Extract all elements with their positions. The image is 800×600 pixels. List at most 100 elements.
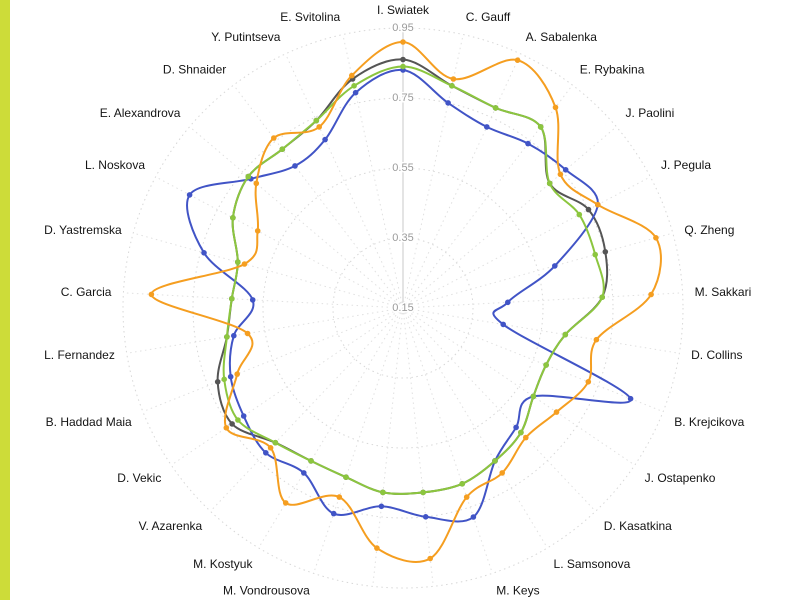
data-point-marker [505, 299, 511, 306]
data-point-marker [223, 425, 230, 431]
data-point-marker [235, 417, 241, 423]
data-point-marker [543, 362, 549, 368]
data-point-marker [562, 331, 569, 338]
radial-tick-label: 0.15 [392, 302, 413, 314]
data-point-marker [449, 83, 455, 89]
data-point-marker [627, 395, 634, 402]
category-label: L. Fernandez [44, 348, 115, 362]
data-point-marker [244, 330, 251, 337]
data-point-marker [241, 261, 248, 267]
category-label: A. Kalinskaya [335, 597, 408, 600]
data-point-marker [525, 140, 531, 147]
data-point-marker [301, 470, 307, 476]
data-point-marker [336, 494, 343, 500]
category-labels: I. Swiatek C. Gauff A. Sabalenka E. Rybakin… [44, 3, 751, 600]
category-label: E. Svitolina [280, 10, 340, 24]
category-label: J. Ostapenko [645, 471, 716, 485]
data-point-marker [450, 76, 457, 82]
radial-value-axis: 0.15 0.35 0.55 0.75 0.95 [391, 21, 415, 316]
category-label: B. Haddad Maia [46, 415, 132, 429]
data-point-marker [235, 259, 241, 265]
category-label: V. Azarenka [139, 519, 203, 533]
data-point-marker [500, 321, 507, 328]
data-point-marker [186, 192, 193, 198]
data-point-marker [499, 470, 506, 476]
data-point-marker [343, 474, 349, 481]
data-point-marker [470, 514, 477, 520]
category-label: A. Sabalenka [526, 30, 598, 44]
data-point-marker [322, 136, 328, 143]
category-label: M. Keys [496, 584, 539, 598]
data-point-marker [585, 206, 592, 213]
data-point-marker [557, 171, 564, 178]
category-label: D. Kasatkina [604, 519, 672, 533]
data-point-marker [229, 295, 235, 302]
category-label: E. Alexandrova [100, 106, 181, 120]
category-label: I. Swiatek [377, 3, 430, 17]
data-point-marker [221, 376, 227, 383]
category-label: D. Collins [691, 348, 742, 362]
category-label: M. Sakkari [695, 285, 752, 299]
data-point-marker [585, 379, 592, 385]
data-point-marker [400, 56, 406, 63]
data-point-marker [224, 334, 230, 340]
data-point-marker [313, 117, 320, 124]
data-point-marker [349, 72, 355, 79]
data-point-marker [562, 167, 569, 173]
category-label: E. Rybakina [580, 63, 645, 77]
data-point-marker [546, 180, 553, 187]
data-point-marker [380, 489, 386, 496]
data-point-marker [227, 373, 234, 380]
radial-tick-label: 0.95 [392, 22, 413, 34]
data-point-marker [400, 39, 406, 45]
data-point-marker [552, 263, 558, 269]
data-point-marker [245, 173, 252, 180]
data-point-marker [463, 494, 470, 500]
data-point-marker [148, 291, 155, 298]
category-label: L. Samsonova [554, 557, 631, 571]
data-point-marker [595, 201, 601, 208]
data-point-marker [492, 105, 499, 111]
data-point-marker [271, 135, 277, 141]
data-point-marker [514, 57, 521, 63]
data-point-marker [576, 211, 583, 218]
data-point-marker [492, 458, 498, 464]
data-point-marker [272, 439, 279, 446]
category-label: Y. Putintseva [211, 30, 280, 44]
data-point-marker [602, 249, 609, 255]
data-point-marker [422, 514, 429, 520]
data-point-marker [351, 83, 357, 89]
category-label: Q. Zheng [684, 223, 734, 237]
data-point-marker [240, 413, 247, 419]
category-label: J. Pegula [661, 158, 711, 172]
category-label: L. Noskova [85, 158, 145, 172]
data-point-marker [229, 421, 235, 427]
data-point-marker [330, 510, 337, 517]
grid-rings [122, 27, 684, 589]
data-point-marker [592, 251, 598, 258]
data-point-marker [267, 445, 274, 451]
accent-bar [0, 0, 10, 600]
category-label: D. Vekic [117, 471, 161, 485]
series-dark [214, 56, 609, 496]
data-point-marker [553, 409, 560, 415]
data-point-marker [254, 228, 261, 234]
data-point-marker [459, 481, 466, 487]
data-point-marker [214, 379, 221, 385]
category-label: E. Navarro [406, 597, 464, 600]
series-orange [148, 39, 662, 563]
data-point-marker [427, 555, 434, 562]
data-point-marker [513, 424, 519, 431]
category-label: B. Krejcikova [674, 415, 744, 429]
axis-spokes [123, 28, 683, 587]
data-point-marker [484, 124, 490, 130]
data-point-marker [593, 336, 600, 343]
data-point-marker [445, 100, 451, 106]
data-point-marker [400, 63, 406, 70]
data-point-marker [316, 124, 323, 130]
data-point-marker [552, 104, 559, 111]
data-point-marker [378, 503, 385, 510]
radial-tick-label: 0.55 [392, 162, 413, 174]
